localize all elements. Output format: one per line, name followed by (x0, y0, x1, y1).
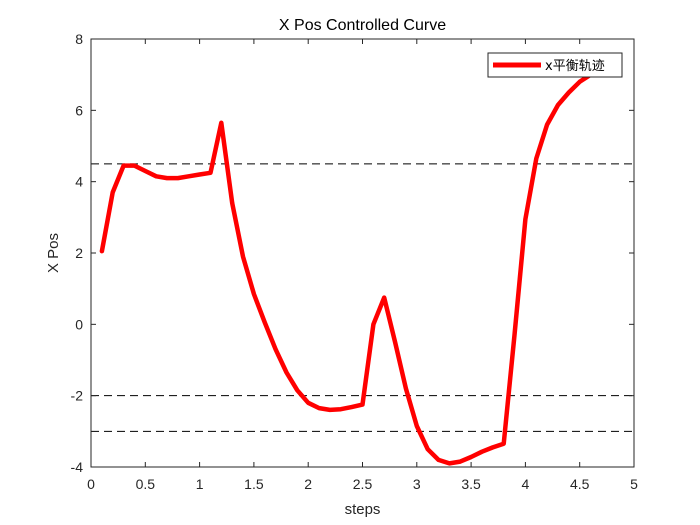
x-axis-label: steps (345, 501, 381, 518)
y-tick-label: 6 (75, 102, 83, 118)
x-tick-label: 4.5 (570, 476, 590, 492)
y-tick-label: 4 (75, 174, 83, 190)
x-tick-label: 1 (196, 476, 204, 492)
y-axis-label: X Pos (45, 233, 62, 273)
x-tick-label: 5 (630, 476, 638, 492)
chart-title: X Pos Controlled Curve (279, 17, 446, 34)
x-tick-label: 2 (304, 476, 312, 492)
legend-label: x平衡轨迹 (545, 59, 605, 74)
x-tick-label: 4 (522, 476, 530, 492)
x-tick-label: 3 (413, 476, 421, 492)
y-axis-ticks: -4 -2 0 2 4 6 8 (71, 31, 634, 475)
x-tick-label: 3.5 (461, 476, 481, 492)
y-tick-label: 2 (75, 245, 83, 261)
y-tick-label: 8 (75, 31, 83, 47)
x-tick-label: 0 (87, 476, 95, 492)
series-line-0 (99, 67, 604, 466)
y-tick-label: -2 (71, 388, 84, 404)
x-tick-label: 1.5 (244, 476, 264, 492)
x-tick-label: 0.5 (136, 476, 156, 492)
x-axis-ticks: 0 0.5 1 1.5 2 2.5 3 3.5 4 4.5 5 (87, 39, 638, 492)
y-tick-label: 0 (75, 316, 83, 332)
legend: x平衡轨迹 (487, 52, 623, 78)
series-layer (99, 67, 604, 466)
x-tick-label: 2.5 (353, 476, 373, 492)
reference-lines (91, 38, 634, 432)
y-tick-label: -4 (71, 459, 84, 475)
